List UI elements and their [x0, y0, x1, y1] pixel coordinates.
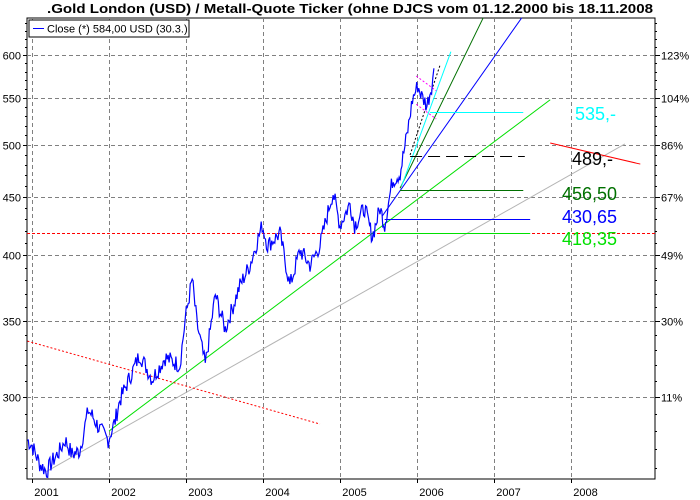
dark-green-trend	[399, 17, 484, 189]
blue-trend	[381, 17, 523, 217]
grid	[26, 17, 656, 480]
y-tick-label-left: 550	[3, 94, 21, 106]
y-tick-label-right: 67%	[661, 193, 683, 205]
black-level-label: 489,-	[572, 149, 613, 169]
legend: Close (*) 584,00 USD (30.3.)	[28, 19, 190, 38]
x-tick-label: 2001	[34, 487, 58, 499]
magenta-channel-lower	[415, 103, 437, 120]
x-tick-label: 2008	[573, 487, 597, 499]
green-level-label: 418,35	[562, 229, 617, 249]
trend-lines	[27, 17, 655, 472]
chart-title: .Gold London (USD) / Metall-Quote Ticker…	[47, 1, 653, 16]
red-trend	[550, 142, 641, 165]
x-tick-label: 2005	[342, 487, 366, 499]
y-tick-label-right: 123%	[661, 51, 689, 63]
y-tick-label-left: 350	[3, 317, 21, 329]
blue-level-label: 430,65	[562, 207, 617, 227]
y-tick-label-left: 450	[3, 193, 21, 205]
cyan-level-label: 535,-	[575, 104, 616, 124]
red-dotted-trend	[27, 340, 321, 425]
plot-area	[26, 17, 656, 480]
gray-trend	[46, 143, 626, 472]
y-tick-label-right: 104%	[661, 94, 689, 106]
x-tick-label: 2004	[265, 487, 289, 499]
y-tick-label-left: 600	[3, 51, 21, 63]
y-tick-label-right: 86%	[661, 141, 683, 153]
x-tick-label: 2007	[496, 487, 520, 499]
y-tick-label-right: 30%	[661, 317, 683, 329]
price-series	[27, 68, 435, 479]
y-tick-label-right: 49%	[661, 251, 683, 263]
close-price-line	[27, 68, 435, 479]
legend-label: Close (*) 584,00 USD (30.3.)	[47, 24, 188, 36]
y-tick-label-left: 500	[3, 141, 21, 153]
y-tick-label-right: 11%	[661, 393, 682, 405]
x-tick-label: 2003	[188, 487, 212, 499]
cyan-trend	[401, 51, 452, 187]
axes: 2001 2002 2003 2004 2005 2006 2007 2008 600 550 50…	[3, 23, 689, 499]
x-tick-label: 2006	[419, 487, 443, 499]
x-tick-label: 2002	[111, 487, 135, 499]
dark-green-level-label: 456,50	[562, 184, 617, 204]
y-tick-label-left: 400	[3, 251, 21, 263]
light-green-trend	[108, 99, 551, 432]
y-tick-label-left: 300	[3, 393, 21, 405]
magenta-channel-upper	[415, 75, 437, 92]
